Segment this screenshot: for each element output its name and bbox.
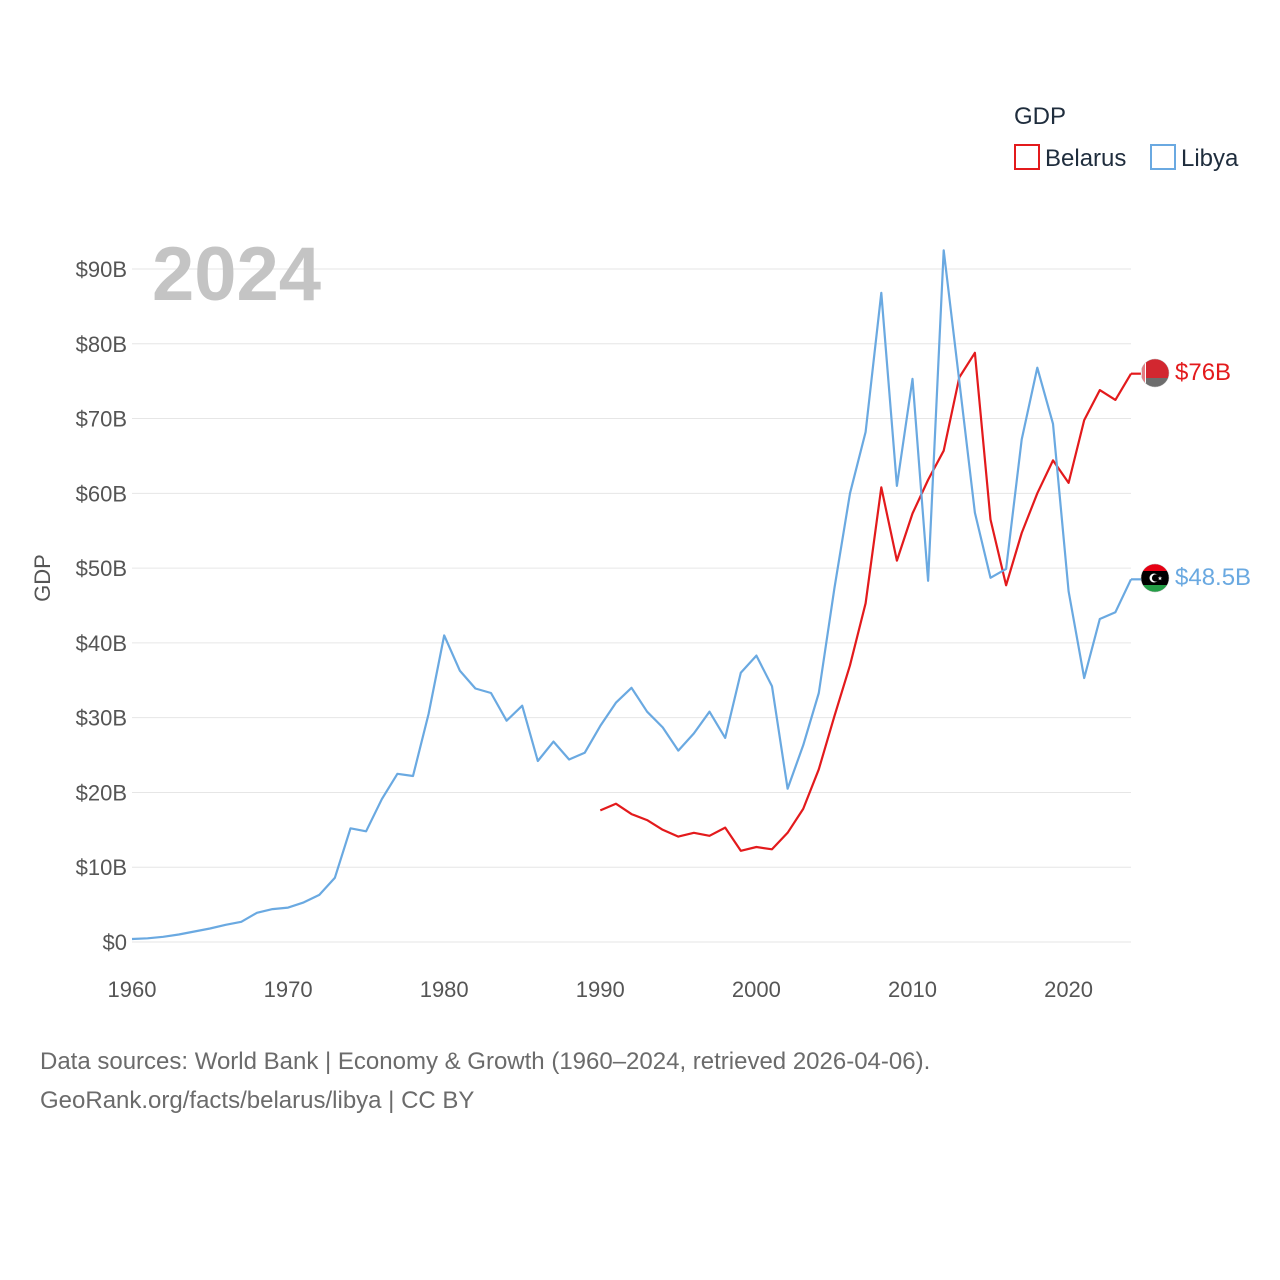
x-tick-label: 1990 bbox=[576, 977, 625, 1002]
belarus-end-value-label: $76B bbox=[1175, 359, 1231, 386]
y-tick-label: $50B bbox=[76, 556, 127, 581]
series-lines bbox=[131, 249, 1141, 941]
gridlines bbox=[132, 268, 1131, 943]
footer-attribution-link[interactable]: GeoRank.org/facts/belarus/libya | CC BY bbox=[40, 1087, 475, 1114]
x-tick-label: 1980 bbox=[420, 977, 469, 1002]
y-tick-label: $90B bbox=[76, 257, 127, 282]
current-year-label: 2024 bbox=[152, 232, 321, 317]
y-tick-label: $40B bbox=[76, 631, 127, 656]
series-line-belarus bbox=[599, 351, 1132, 852]
y-axis-title: GDP bbox=[30, 554, 55, 602]
belarus-flag-icon bbox=[1140, 358, 1170, 388]
x-tick-label: 2020 bbox=[1044, 977, 1093, 1002]
y-tick-label: $70B bbox=[76, 407, 127, 432]
x-tick-label: 1970 bbox=[264, 977, 313, 1002]
legend-item-belarus[interactable]: Belarus bbox=[1014, 144, 1126, 172]
y-tick-label: $10B bbox=[76, 855, 127, 880]
legend-item-libya[interactable]: Libya bbox=[1150, 144, 1239, 172]
x-tick-label: 2000 bbox=[732, 977, 781, 1002]
legend: GDP Belarus Libya bbox=[1014, 103, 1239, 172]
y-tick-label: $80B bbox=[76, 332, 127, 357]
legend-label-belarus: Belarus bbox=[1045, 145, 1126, 172]
footer-sources: Data sources: World Bank | Economy & Gro… bbox=[40, 1048, 931, 1075]
series-line-libya bbox=[131, 249, 1132, 941]
x-axis-ticks: 1960 1970 1980 1990 2000 2010 2020 bbox=[108, 977, 1094, 1002]
legend-title: GDP bbox=[1014, 103, 1066, 130]
x-tick-label: 2010 bbox=[888, 977, 937, 1002]
y-axis-ticks: $0 $10B $20B $30B $40B $50B $60B $70B $80B $90B bbox=[76, 257, 127, 955]
y-tick-label: $20B bbox=[76, 780, 127, 805]
y-tick-label: $60B bbox=[76, 481, 127, 506]
libya-flag-icon bbox=[1140, 563, 1170, 593]
gdp-line-chart: GDP Belarus Libya $0 $10B $20B $30B $40B $50B… bbox=[30, 103, 1251, 1002]
legend-swatch-belarus bbox=[1014, 144, 1040, 170]
libya-end-value-label: $48.5B bbox=[1175, 564, 1251, 591]
legend-swatch-libya bbox=[1150, 144, 1176, 170]
y-tick-label: $30B bbox=[76, 706, 127, 731]
y-tick-label: $0 bbox=[103, 930, 127, 955]
legend-label-libya: Libya bbox=[1181, 145, 1239, 172]
x-tick-label: 1960 bbox=[108, 977, 157, 1002]
data-source-footer: Data sources: World Bank | Economy & Gro… bbox=[40, 1042, 930, 1120]
